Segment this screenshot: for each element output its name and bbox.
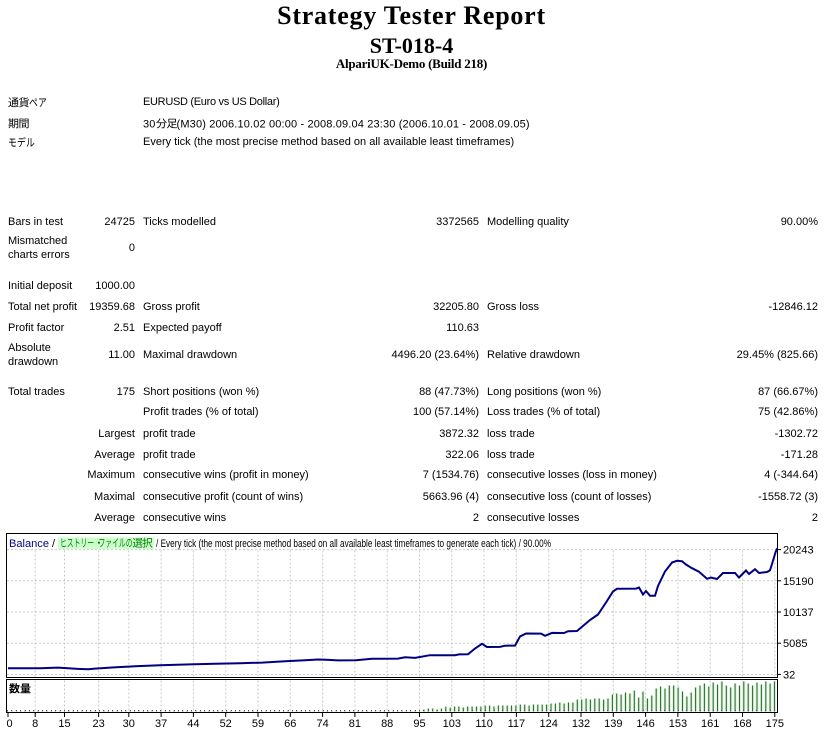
svg-text:153: 153 (669, 718, 687, 730)
svg-text:15190: 15190 (783, 576, 814, 588)
svg-text:0: 0 (6, 718, 12, 730)
svg-text:132: 132 (572, 718, 590, 730)
svg-text:52: 52 (220, 718, 232, 730)
svg-text:44: 44 (187, 718, 199, 730)
svg-text:/ Every tick (the most precise: / Every tick (the most precise method ba… (156, 538, 551, 550)
svg-text:110: 110 (475, 718, 493, 730)
svg-text:161: 161 (701, 718, 719, 730)
svg-text:139: 139 (604, 718, 622, 730)
svg-text:146: 146 (636, 718, 654, 730)
svg-text:103: 103 (443, 718, 461, 730)
svg-text:175: 175 (766, 718, 784, 730)
svg-text:Balance: Balance (9, 538, 49, 550)
svg-text:/: / (52, 538, 56, 550)
svg-text:124: 124 (540, 718, 558, 730)
svg-text:23: 23 (92, 718, 104, 730)
svg-text:20243: 20243 (783, 545, 814, 557)
svg-text:95: 95 (413, 718, 425, 730)
svg-text:66: 66 (284, 718, 296, 730)
svg-text:30: 30 (123, 718, 135, 730)
svg-text:8: 8 (32, 718, 38, 730)
svg-text:81: 81 (349, 718, 361, 730)
svg-text:10137: 10137 (783, 607, 814, 619)
svg-text:88: 88 (381, 718, 393, 730)
svg-text:59: 59 (252, 718, 264, 730)
svg-text:168: 168 (733, 718, 751, 730)
svg-text:37: 37 (155, 718, 167, 730)
svg-text:5085: 5085 (783, 638, 807, 650)
svg-text:32: 32 (783, 669, 795, 681)
svg-text:117: 117 (508, 718, 526, 730)
svg-text:74: 74 (316, 718, 328, 730)
svg-text:15: 15 (58, 718, 70, 730)
